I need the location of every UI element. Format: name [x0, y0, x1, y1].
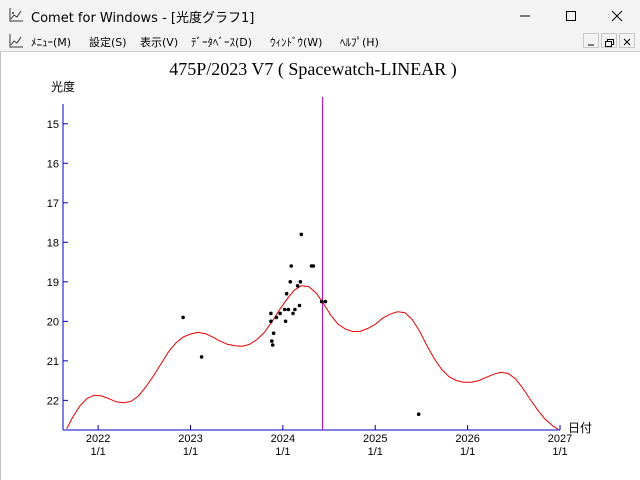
y-tick-label: 15 — [47, 119, 59, 131]
observation-point — [199, 355, 204, 359]
observation-point — [323, 299, 328, 304]
app-icon[interactable] — [8, 7, 24, 23]
x-tick-date: 1/1 — [368, 446, 383, 458]
observation-point — [269, 319, 273, 324]
menu-item-settings[interactable]: 設定(S) — [89, 36, 127, 49]
close-icon — [623, 38, 631, 46]
observation-point — [271, 331, 276, 336]
x-tick-year: 2027 — [548, 433, 572, 445]
maximize-button[interactable] — [548, 0, 594, 31]
y-tick-label: 19 — [47, 277, 59, 289]
observation-point — [293, 307, 297, 312]
y-ticks: 15 16 17 18 19 20 21 22 — [47, 119, 68, 407]
observation-point — [416, 412, 421, 417]
y-axis-label: 光度 — [51, 79, 75, 94]
menu-bar: ﾒﾆｭｰ(M) 設定(S) 表示(V) ﾃﾞｰﾀﾍﾞｰｽ(D) ｳｨﾝﾄﾞｳ(W… — [0, 31, 640, 52]
observation-point — [311, 264, 316, 268]
minimize-button[interactable] — [502, 0, 548, 31]
close-button[interactable] — [594, 0, 640, 31]
maximize-icon — [566, 10, 576, 21]
x-tick-date: 1/1 — [183, 446, 198, 458]
x-tick-year: 2025 — [363, 433, 387, 445]
chart-window — [0, 52, 640, 480]
observation-point — [284, 291, 289, 296]
child-restore-button[interactable] — [601, 33, 617, 48]
y-tick-label: 22 — [47, 395, 59, 407]
observation-point — [299, 232, 304, 237]
x-tick-date: 1/1 — [90, 446, 105, 458]
window-title: Comet for Windows - [光度グラフ1] — [31, 11, 255, 26]
observation-point — [291, 311, 295, 316]
observation-point — [319, 299, 324, 304]
observations — [181, 232, 421, 417]
menu-item-database[interactable]: ﾃﾞｰﾀﾍﾞｰｽ(D) — [191, 36, 253, 49]
observation-point — [288, 280, 293, 284]
observation-point — [283, 319, 288, 324]
x-tick-date: 1/1 — [552, 446, 567, 458]
x-axis-label: 日付 — [568, 421, 592, 435]
observation-point — [286, 307, 291, 312]
menu-item-menu[interactable]: ﾒﾆｭｰ(M) — [31, 36, 72, 49]
observation-point — [278, 311, 282, 316]
minimize-icon — [520, 15, 530, 16]
observation-point — [297, 303, 302, 308]
brightness-chart: 475P/2023 V7 ( Spacewatch-LINEAR ) 光度 日付… — [47, 59, 592, 458]
child-minimize-button[interactable] — [583, 33, 599, 48]
minimize-icon — [588, 44, 594, 46]
x-tick-date: 1/1 — [460, 446, 475, 458]
menu-item-window[interactable]: ｳｨﾝﾄﾞｳ(W) — [270, 36, 323, 49]
observation-point — [270, 343, 275, 347]
observation-point — [270, 339, 274, 343]
observation-point — [269, 311, 273, 316]
y-tick-label: 16 — [47, 158, 59, 170]
predicted-brightness-curve — [66, 285, 559, 430]
window-border — [0, 52, 1, 480]
y-tick-label: 21 — [47, 356, 59, 368]
title-bar[interactable]: Comet for Windows - [光度グラフ1] — [0, 0, 640, 31]
observation-point — [295, 284, 300, 288]
y-tick-label: 18 — [47, 237, 59, 249]
observation-point — [274, 315, 279, 320]
x-ticks: 20221/120231/120241/120251/120261/120271… — [86, 425, 572, 458]
child-close-button[interactable] — [619, 33, 635, 48]
x-tick-date: 1/1 — [275, 446, 290, 458]
x-tick-year: 2022 — [86, 433, 110, 445]
document-icon[interactable] — [8, 33, 24, 49]
menu-item-view[interactable]: 表示(V) — [140, 36, 179, 49]
x-tick-year: 2024 — [271, 433, 295, 445]
chart-title: 475P/2023 V7 ( Spacewatch-LINEAR ) — [169, 59, 457, 80]
close-icon — [611, 10, 623, 21]
y-tick-label: 20 — [47, 316, 59, 328]
x-tick-year: 2023 — [178, 433, 202, 445]
observation-point — [181, 315, 185, 320]
menu-item-help[interactable]: ﾍﾙﾌﾟ(H) — [340, 36, 379, 49]
observation-point — [298, 280, 303, 284]
observation-point — [289, 264, 294, 268]
restore-icon — [605, 39, 614, 47]
observation-point — [282, 307, 287, 312]
x-tick-year: 2026 — [455, 433, 479, 445]
y-tick-label: 17 — [47, 198, 59, 210]
